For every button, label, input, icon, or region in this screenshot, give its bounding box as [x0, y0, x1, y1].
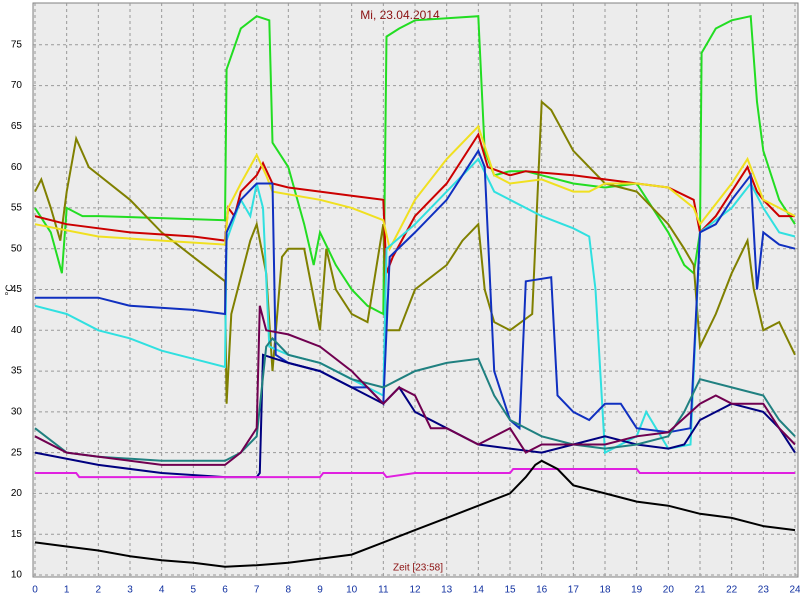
x-axis-label: Zeit [23:58]: [393, 563, 443, 574]
x-tick-label: 0: [32, 585, 38, 596]
x-tick-label: 8: [286, 585, 292, 596]
x-tick-label: 18: [599, 585, 611, 596]
data-line: [35, 148, 796, 434]
x-tick-label: 9: [317, 585, 323, 596]
x-tick-label: 6: [222, 585, 228, 596]
x-tick-label: 5: [191, 585, 197, 596]
y-tick-label: 75: [11, 39, 23, 50]
data-line: [34, 124, 796, 252]
y-tick-label: 40: [11, 325, 23, 336]
x-tick-label: 16: [536, 585, 548, 596]
y-tick-label: 30: [11, 406, 23, 417]
data-line: [34, 459, 796, 568]
y-tick-label: 60: [11, 162, 23, 173]
y-tick-label: 10: [11, 570, 23, 581]
x-tick-label: 3: [127, 585, 133, 596]
y-tick-label: 15: [11, 529, 23, 540]
x-tick-label: 21: [694, 585, 706, 596]
x-tick-label: 19: [631, 585, 643, 596]
chart-title: Mi, 23.04.2014: [360, 8, 440, 22]
x-tick-label: 2: [96, 585, 102, 596]
x-tick-label: 1: [64, 585, 70, 596]
data-line: [34, 157, 796, 455]
x-tick-label: 11: [378, 585, 389, 596]
y-tick-label: 45: [11, 284, 23, 295]
x-tick-label: 4: [159, 585, 165, 596]
x-tick-label: 23: [758, 585, 770, 596]
x-tick-label: 22: [726, 585, 738, 596]
y-tick-label: 65: [11, 121, 23, 132]
y-tick-label: 55: [11, 203, 23, 214]
y-tick-label: 25: [11, 447, 23, 458]
x-tick-label: 20: [663, 585, 675, 596]
y-tick-label: 70: [11, 80, 23, 91]
y-tick-label: 20: [11, 488, 23, 499]
x-tick-label: 14: [473, 585, 485, 596]
x-tick-label: 10: [346, 585, 358, 596]
x-tick-label: 7: [254, 585, 260, 596]
y-tick-label: 35: [11, 366, 23, 377]
y-axis-label: °C: [5, 284, 16, 295]
x-tick-label: 17: [568, 585, 580, 596]
data-line: [34, 305, 796, 466]
x-tick-label: 12: [409, 585, 421, 596]
y-tick-label: 50: [11, 243, 23, 254]
x-tick-label: 15: [504, 585, 516, 596]
x-tick-label: 24: [789, 585, 800, 596]
data-line: [35, 468, 795, 479]
data-line: [34, 14, 796, 316]
x-tick-label: 13: [441, 585, 453, 596]
